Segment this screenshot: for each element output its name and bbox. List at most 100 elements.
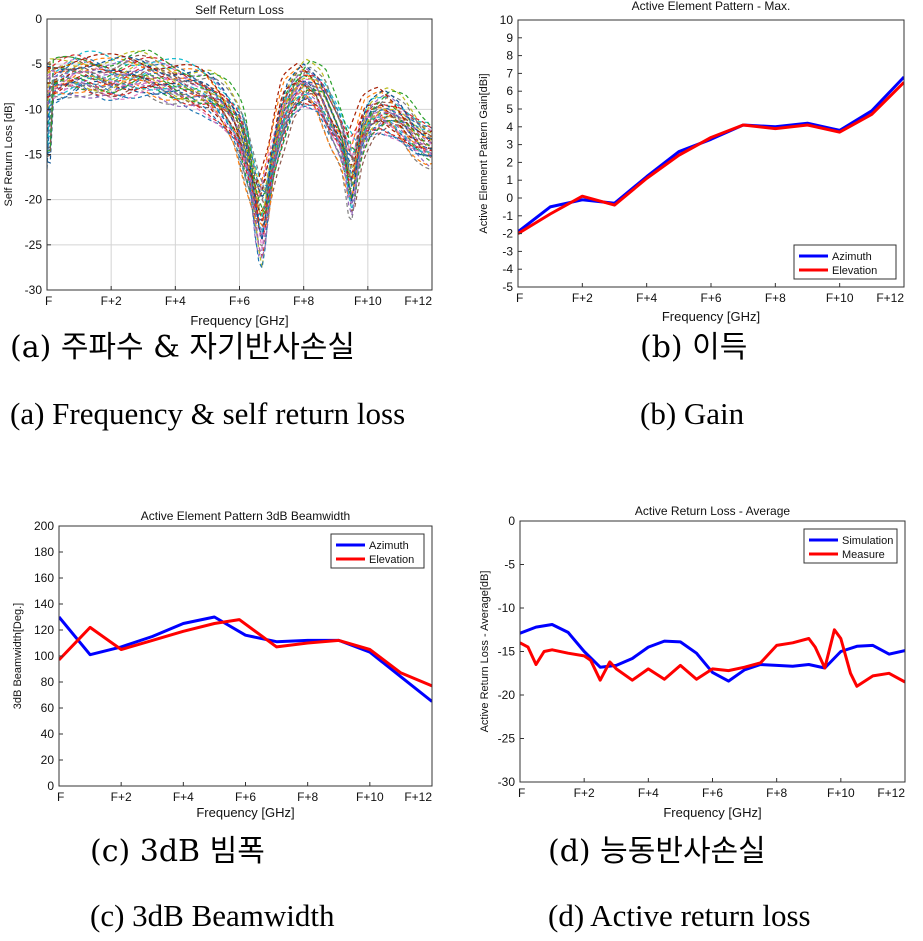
x-tick-label: F+12 — [877, 786, 905, 800]
y-tick-label: 20 — [41, 753, 55, 767]
y-tick-label: 0 — [35, 12, 42, 26]
trace-line — [47, 82, 432, 270]
x-tick-label: F+12 — [876, 291, 904, 305]
trace-line — [47, 57, 432, 249]
x-tick-label: F — [57, 790, 64, 804]
x-tick-label: F+8 — [766, 786, 787, 800]
y-tick-label: 6 — [506, 84, 513, 98]
trace-line — [47, 56, 432, 241]
x-tick-label: F+6 — [229, 294, 250, 308]
trace-line — [47, 66, 432, 229]
legend-label-measure: Measure — [842, 549, 885, 561]
trace-line — [47, 70, 432, 214]
y-tick-label: -15 — [25, 148, 43, 162]
x-tick-label: F+8 — [293, 294, 314, 308]
chart-title: Active Element Pattern - Max. — [632, 0, 791, 13]
x-tick-label: F+10 — [354, 294, 382, 308]
chart-d: F F+2 F+4 F+6 F+8 F+10 F+12 0 -5 -10 -15 -20 -25 -30 A… — [479, 504, 906, 820]
y-tick-label: -20 — [25, 193, 43, 207]
x-tick-label: F+2 — [574, 786, 595, 800]
x-tick-label: F — [45, 294, 52, 308]
trace-line — [47, 82, 432, 212]
x-tick-label: F — [518, 786, 525, 800]
x-tick-label: F+10 — [356, 790, 384, 804]
caption-a-korean: (a) 주파수 & 자기반사손실 — [10, 330, 356, 365]
legend-label-elevation: Elevation — [832, 265, 877, 277]
series-line-elevation — [59, 618, 432, 688]
y-tick-label: 120 — [34, 623, 54, 637]
trace-line — [47, 50, 432, 193]
chart-title: Active Element Pattern 3dB Beamwidth — [141, 509, 350, 523]
y-tick-label: 80 — [41, 675, 55, 689]
chart-a: F F+2 F+4 F+6 F+8 F+10 F+12 0 -5 -10 -15 -20 -25 -30 S… — [3, 3, 433, 328]
y-tick-label: 140 — [34, 597, 54, 611]
y-tick-label: 200 — [34, 519, 54, 533]
y-axis-label: Active Element Pattern Gain[dBi] — [478, 73, 490, 233]
y-axis-label: Self Return Loss [dB] — [3, 103, 15, 207]
legend-label-azimuth: Azimuth — [832, 251, 872, 263]
y-tick-label: -30 — [25, 283, 43, 297]
x-tick-label: F+12 — [404, 790, 432, 804]
x-tick-label: F+2 — [101, 294, 122, 308]
y-tick-label: 5 — [506, 102, 513, 116]
y-tick-label: 0 — [47, 779, 54, 793]
x-tick-label: F+6 — [702, 786, 723, 800]
x-tick-label: F+2 — [111, 790, 132, 804]
y-tick-label: -10 — [25, 102, 43, 116]
x-tick-label: F+4 — [636, 291, 657, 305]
trace-line — [47, 57, 432, 194]
chart-c: F F+2 F+4 F+6 F+8 F+10 F+122001801601401201008… — [12, 509, 433, 820]
x-axis-label: Frequency [GHz] — [662, 309, 760, 324]
y-tick-label: 2 — [506, 155, 513, 169]
caption-c-english: (c) 3dB Beamwidth — [90, 898, 335, 933]
y-tick-label: -25 — [25, 238, 43, 252]
chart-title: Active Return Loss - Average — [635, 504, 791, 518]
trace-line — [47, 69, 432, 198]
x-tick-label: F+12 — [404, 294, 432, 308]
x-tick-label: F+4 — [638, 786, 659, 800]
trace-line — [47, 61, 432, 223]
y-tick-label: 3 — [506, 138, 513, 152]
legend-box — [793, 244, 897, 280]
legend-label-elevation: Elevation — [369, 554, 414, 566]
series-line-elevation — [518, 81, 904, 235]
y-tick-label: 160 — [34, 571, 54, 585]
plot-area — [518, 20, 904, 287]
y-tick-label: 10 — [500, 13, 514, 27]
legend-box — [803, 528, 898, 564]
x-axis-label: Frequency [GHz] — [196, 805, 294, 820]
y-tick-label: 40 — [41, 727, 55, 741]
trace-line — [47, 57, 432, 195]
x-tick-label: F+4 — [173, 790, 194, 804]
trace-line — [47, 73, 432, 268]
caption-b-korean: (b) 이득 — [640, 330, 748, 365]
legend-label-azimuth: Azimuth — [369, 540, 409, 552]
series-line-measure — [520, 628, 905, 688]
y-tick-label: 8 — [506, 49, 513, 63]
caption-d-english: (d) Active return loss — [548, 898, 811, 933]
series-group — [47, 49, 432, 270]
caption-d-korean: (d) 능동반사손실 — [548, 834, 766, 869]
y-tick-label: 1 — [506, 173, 513, 187]
legend-box — [330, 533, 425, 569]
x-tick-label: F+6 — [700, 291, 721, 305]
trace-line — [47, 69, 432, 259]
y-tick-label: -1 — [502, 209, 513, 223]
caption-b-english: (b) Gain — [640, 396, 745, 431]
x-tick-label: F+2 — [572, 291, 593, 305]
series-group — [59, 615, 432, 703]
x-tick-label: F+10 — [826, 291, 854, 305]
y-tick-label: 7 — [506, 66, 513, 80]
x-axis-label: Frequency [GHz] — [190, 313, 288, 328]
caption-c-korean: (c) 3dB 빔폭 — [90, 834, 265, 869]
y-tick-label: -5 — [502, 280, 513, 294]
x-tick-label: F+8 — [297, 790, 318, 804]
y-tick-label: -20 — [498, 688, 516, 702]
x-tick-label: F — [516, 291, 523, 305]
x-tick-label: F+4 — [165, 294, 186, 308]
y-tick-label: 180 — [34, 545, 54, 559]
y-tick-label: 60 — [41, 701, 55, 715]
x-tick-label: F+6 — [235, 790, 256, 804]
trace-line — [47, 64, 432, 212]
